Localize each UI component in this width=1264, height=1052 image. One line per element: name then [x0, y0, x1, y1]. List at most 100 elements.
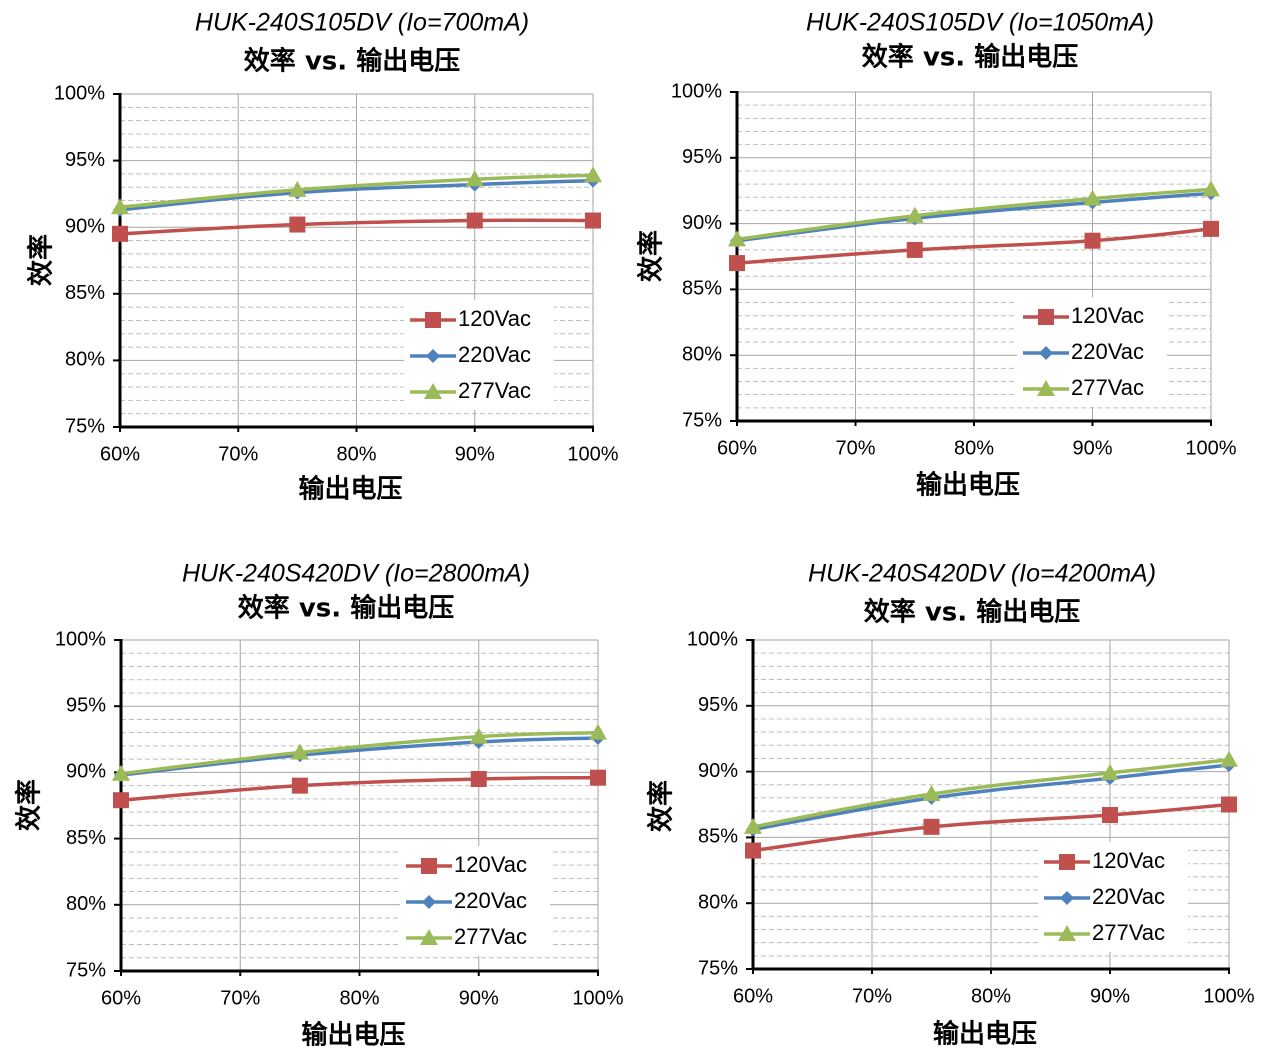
y-axis-label: 效率 — [14, 779, 45, 831]
legend-label: 277Vac — [1092, 920, 1165, 945]
series-line-220Vac — [751, 763, 1231, 832]
x-tick-label: 70% — [220, 987, 260, 1009]
x-tick-label: 60% — [733, 985, 773, 1007]
x-tick-label: 70% — [835, 437, 875, 459]
legend-marker-220Vac — [426, 349, 440, 363]
series-line-277Vac — [119, 730, 600, 776]
legend-marker-220Vac — [422, 895, 436, 909]
y-tick-label: 75% — [682, 409, 722, 431]
series-line-120Vac — [735, 227, 1213, 265]
legend-marker-120Vac — [421, 858, 437, 874]
legend-marker-120Vac — [1059, 854, 1075, 870]
data-point-120Vac — [1084, 232, 1101, 249]
data-point-277Vac — [112, 764, 130, 781]
data-point-277Vac — [584, 166, 602, 183]
x-tick-label: 80% — [954, 437, 994, 459]
legend: 120Vac 220Vac 277Vac — [1038, 842, 1188, 952]
y-tick-label: 75% — [65, 415, 105, 437]
series-line-120Vac — [751, 802, 1231, 853]
x-axis-label: 输出电压 — [916, 470, 1020, 501]
data-point-120Vac — [590, 769, 606, 786]
chart-title: HUK-240S420DV (Io=4200mA) — [808, 560, 1156, 588]
y-axis-label: 效率 — [636, 230, 667, 282]
x-tick-label: 60% — [100, 443, 140, 465]
legend-marker-277Vac — [1037, 380, 1055, 396]
data-point-120Vac — [1221, 796, 1237, 813]
x-axis-label: 输出电压 — [301, 1020, 405, 1051]
y-axis-label: 效率 — [646, 780, 677, 832]
legend-marker-277Vac — [1058, 925, 1076, 941]
series-line-277Vac — [118, 173, 595, 209]
legend-marker-120Vac — [425, 312, 441, 328]
x-tick-label: 100% — [1185, 437, 1236, 459]
x-tick-label: 60% — [717, 437, 757, 459]
legend-marker-120Vac — [1038, 309, 1054, 325]
y-tick-label: 100% — [687, 628, 738, 650]
legend-marker-220Vac — [1060, 891, 1074, 905]
data-point-277Vac — [728, 230, 746, 247]
data-point-277Vac — [1220, 750, 1238, 767]
legend-label: 220Vac — [1071, 339, 1144, 364]
y-tick-label: 85% — [698, 826, 738, 848]
y-tick-label: 80% — [698, 891, 738, 913]
legend-marker-277Vac — [424, 383, 442, 399]
y-tick-label: 85% — [65, 282, 105, 304]
chart-subtitle: 效率 vs. 输出电压 — [238, 593, 454, 624]
x-tick-label: 100% — [572, 987, 623, 1009]
legend-label: 220Vac — [454, 888, 527, 913]
data-point-277Vac — [744, 817, 762, 834]
y-axis-label: 效率 — [26, 234, 57, 286]
x-tick-label: 90% — [1090, 985, 1130, 1007]
data-point-120Vac — [113, 792, 129, 809]
series-line-120Vac — [118, 218, 595, 236]
data-point-120Vac — [112, 225, 128, 242]
legend-marker-277Vac — [420, 929, 438, 945]
y-tick-label: 85% — [682, 278, 722, 300]
y-tick-label: 90% — [65, 215, 105, 237]
y-tick-label: 95% — [66, 694, 106, 716]
series-line-120Vac — [119, 775, 600, 802]
chart-subtitle: 效率 vs. 输出电压 — [862, 42, 1078, 73]
x-axis-label: 输出电压 — [298, 474, 402, 505]
x-tick-label: 90% — [455, 443, 495, 465]
y-tick-label: 80% — [65, 349, 105, 371]
legend-label: 120Vac — [458, 306, 531, 331]
legend-label: 277Vac — [458, 378, 531, 403]
data-point-120Vac — [470, 771, 487, 788]
series-line-220Vac — [118, 178, 595, 212]
data-point-277Vac — [1202, 180, 1220, 197]
data-point-120Vac — [745, 842, 761, 859]
x-tick-label: 60% — [101, 987, 141, 1009]
efficiency-chart-4: HUK-240S420DV (Io=4200mA) 效率 vs. 输出电压 75% 8… — [646, 560, 1255, 1050]
data-point-120Vac — [466, 212, 483, 229]
legend-label: 120Vac — [1071, 303, 1144, 328]
y-tick-label: 100% — [55, 628, 106, 650]
y-tick-label: 100% — [54, 82, 105, 104]
legend: 120Vac 220Vac 277Vac — [1017, 297, 1167, 407]
chart-subtitle: 效率 vs. 输出电压 — [244, 46, 460, 77]
y-tick-label: 75% — [66, 959, 106, 981]
x-tick-label: 80% — [336, 443, 376, 465]
y-tick-label: 95% — [65, 149, 105, 171]
x-tick-label: 90% — [1072, 437, 1112, 459]
data-point-277Vac — [589, 723, 607, 740]
y-tick-label: 100% — [671, 80, 722, 102]
data-point-120Vac — [585, 212, 601, 229]
y-tick-label: 90% — [698, 760, 738, 782]
legend-label: 220Vac — [458, 342, 531, 367]
y-tick-label: 95% — [682, 146, 722, 168]
data-point-277Vac — [922, 784, 941, 801]
x-tick-label: 100% — [567, 443, 618, 465]
data-point-277Vac — [1083, 189, 1102, 206]
y-tick-label: 80% — [66, 893, 106, 915]
x-tick-label: 90% — [459, 987, 499, 1009]
series-line-277Vac — [735, 187, 1213, 242]
x-axis-label: 输出电压 — [933, 1019, 1037, 1050]
chart-title: HUK-240S105DV (Io=700mA) — [195, 9, 529, 37]
data-point-120Vac — [1203, 220, 1219, 237]
legend-label: 277Vac — [1071, 375, 1144, 400]
series-line-220Vac — [735, 191, 1213, 243]
data-point-120Vac — [923, 818, 940, 835]
legend: 120Vac 220Vac 277Vac — [404, 300, 554, 410]
